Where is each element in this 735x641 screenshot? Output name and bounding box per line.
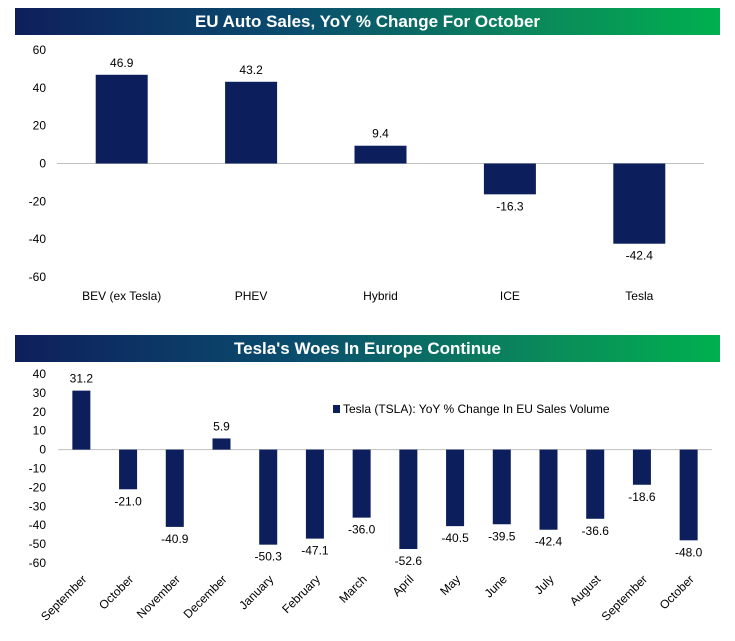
data-label: 5.9 [213, 419, 230, 433]
y-tick-label: -40 [29, 232, 47, 246]
data-label: -48.0 [675, 545, 703, 559]
bar [679, 449, 698, 541]
y-tick-label: -10 [29, 462, 47, 476]
legend-swatch [333, 405, 340, 413]
y-tick-label: -20 [29, 480, 47, 494]
data-label: 43.2 [239, 63, 263, 77]
chart1-title: EU Auto Sales, YoY % Change For October [15, 8, 720, 35]
bar [354, 145, 407, 164]
y-tick-label: 20 [33, 119, 47, 133]
x-tick-label: April [390, 572, 417, 599]
x-tick-label: March [336, 572, 369, 605]
x-tick-label: July [532, 572, 557, 597]
bar [95, 74, 148, 164]
bar [613, 163, 666, 244]
y-tick-label: 0 [39, 157, 46, 171]
data-label: -39.5 [488, 529, 516, 543]
x-tick-label: November [134, 572, 183, 621]
bar [632, 449, 651, 485]
bar [492, 449, 511, 525]
y-tick-label: -20 [29, 194, 47, 208]
bar [119, 449, 138, 490]
chart2-title: Tesla's Woes In Europe Continue [15, 335, 720, 362]
bar [72, 390, 91, 450]
data-label: -40.9 [161, 532, 189, 546]
bar [586, 449, 605, 519]
data-label: -50.3 [255, 550, 283, 564]
x-tick-label: PHEV [235, 289, 268, 303]
data-label: 46.9 [110, 56, 134, 70]
x-tick-label: ICE [500, 289, 520, 303]
x-tick-label: October [96, 572, 136, 612]
data-label: 31.2 [70, 372, 94, 386]
legend-label: Tesla (TSLA): YoY % Change In EU Sales V… [343, 402, 610, 416]
y-tick-label: 40 [33, 81, 47, 95]
y-tick-label: 30 [33, 386, 47, 400]
y-tick-label: 20 [33, 405, 47, 419]
x-tick-label: BEV (ex Tesla) [82, 289, 161, 303]
bar [483, 163, 536, 195]
x-tick-label: August [567, 572, 604, 609]
bar [539, 449, 558, 530]
y-tick-label: 40 [33, 367, 47, 381]
x-tick-label: September [38, 572, 89, 623]
x-tick-label: Tesla [625, 289, 653, 303]
data-label: -21.0 [114, 494, 142, 508]
y-tick-label: 10 [33, 424, 47, 438]
y-tick-label: 0 [39, 443, 46, 457]
bar [259, 449, 278, 545]
x-tick-label: May [437, 572, 463, 598]
x-tick-label: December [181, 572, 230, 621]
data-label: -16.3 [496, 199, 524, 213]
bar [305, 449, 324, 539]
data-label: -47.1 [301, 544, 329, 558]
data-label: -52.6 [395, 554, 423, 568]
y-tick-label: -60 [29, 270, 47, 284]
bar [352, 449, 371, 518]
bar [225, 81, 278, 164]
data-label: -18.6 [628, 490, 656, 504]
data-label: -40.5 [441, 531, 469, 545]
bar [446, 449, 465, 527]
data-label: -42.4 [626, 249, 654, 263]
y-tick-label: -30 [29, 499, 47, 513]
bar [165, 449, 184, 527]
data-label: -36.0 [348, 523, 376, 537]
x-tick-label: February [279, 572, 323, 616]
x-tick-label: June [482, 572, 511, 601]
y-tick-label: -50 [29, 537, 47, 551]
bar [399, 449, 418, 550]
x-tick-label: Hybrid [363, 289, 398, 303]
data-label: -42.4 [535, 535, 563, 549]
x-tick-label: October [657, 572, 697, 612]
data-label: 9.4 [372, 127, 389, 141]
x-tick-label: January [236, 572, 276, 612]
data-label: -36.6 [582, 524, 610, 538]
bar [212, 438, 231, 450]
y-tick-label: -40 [29, 518, 47, 532]
y-tick-label: -60 [29, 556, 47, 570]
x-tick-label: September [599, 572, 650, 623]
y-tick-label: 60 [33, 43, 47, 57]
